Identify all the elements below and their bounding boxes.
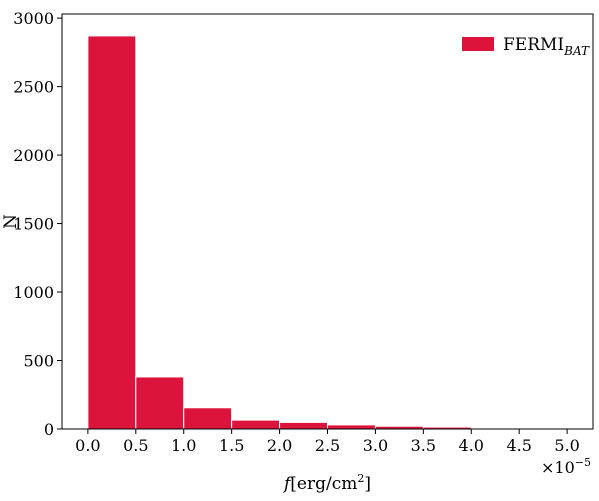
histogram-bar-2 [135, 376, 185, 430]
legend-label: FERMIBAT [503, 35, 590, 58]
y-tick-label: 3000 [13, 9, 54, 28]
y-tick-label: 2000 [13, 146, 54, 165]
y-axis-label: N [1, 214, 21, 229]
x-tick-label: 1.0 [171, 436, 196, 455]
y-axis-ticks: 0 500 1000 1500 2000 2500 3000 [13, 9, 62, 439]
y-tick-label: 1000 [13, 283, 54, 302]
histogram-bar-3 [183, 407, 233, 430]
plot-frame [61, 13, 594, 430]
legend-swatch [462, 37, 494, 51]
x-axis-ticks: 0.0 0.5 1.0 1.5 2.0 2.5 3.0 3.5 4.0 4.5 5.0 [75, 429, 580, 455]
x-axis-multiplier: ×10−5 [541, 456, 591, 477]
x-tick-label: 4.5 [506, 436, 531, 455]
histogram-bar-5 [279, 421, 328, 430]
y-tick-label: 500 [23, 352, 54, 371]
y-tick-label: 1500 [13, 215, 54, 234]
y-tick-label: 2500 [13, 78, 54, 97]
x-tick-label: 2.5 [315, 436, 340, 455]
legend: FERMIBAT [462, 35, 590, 58]
histogram-bar-1 [87, 35, 137, 430]
x-tick-label: 0.0 [75, 436, 100, 455]
histogram-bar-4 [231, 419, 281, 430]
x-tick-label: 5.0 [554, 436, 579, 455]
x-tick-label: 1.5 [219, 436, 244, 455]
x-tick-label: 2.0 [267, 436, 292, 455]
x-tick-label: 3.0 [363, 436, 388, 455]
y-tick-label: 0 [44, 420, 54, 439]
x-axis-label: f[erg/cm2] [282, 472, 371, 494]
histogram-bars [87, 35, 568, 430]
histogram-bar-6 [327, 424, 376, 430]
x-tick-label: 0.5 [123, 436, 148, 455]
x-tick-label: 3.5 [411, 436, 436, 455]
x-tick-label: 4.0 [459, 436, 484, 455]
